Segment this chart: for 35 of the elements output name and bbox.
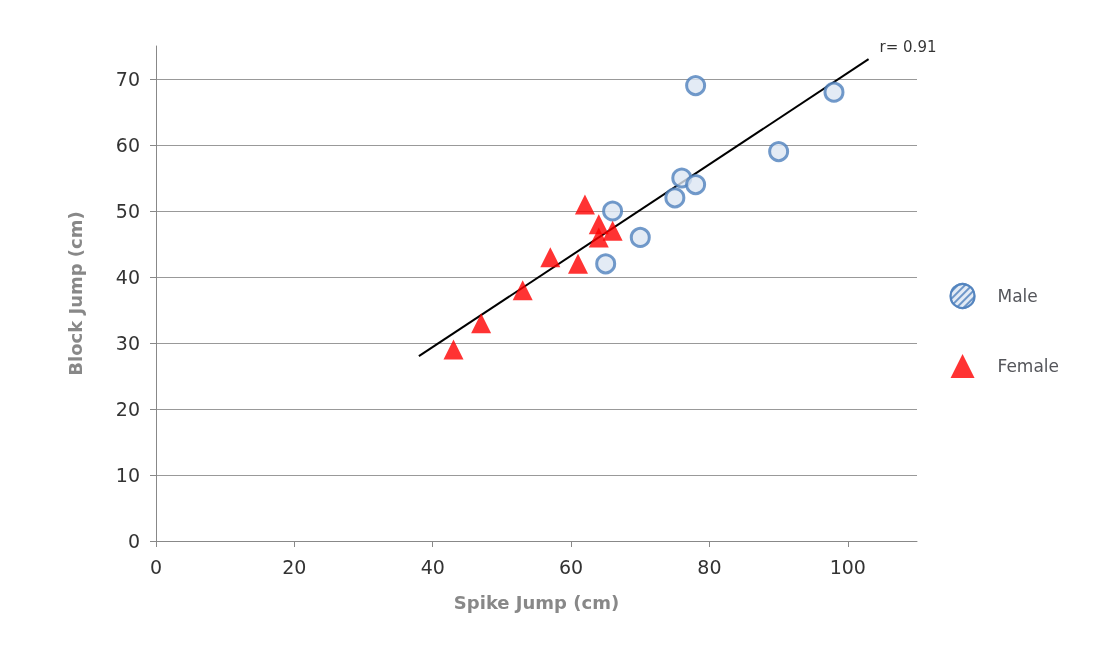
point — [568, 253, 589, 274]
point — [685, 174, 707, 196]
legend-label: Female — [997, 356, 1059, 376]
x-tick-label: 100 — [829, 555, 866, 578]
x-tick-label: 80 — [697, 555, 722, 578]
point — [602, 220, 623, 241]
point — [574, 194, 595, 215]
point — [602, 200, 624, 222]
point — [768, 141, 790, 163]
x-tick-label: 40 — [420, 555, 445, 578]
point — [471, 313, 492, 334]
y-tick-label: 70 — [115, 68, 140, 90]
point — [512, 280, 533, 301]
point — [629, 226, 651, 248]
x-tick-label: 20 — [282, 555, 307, 578]
legend-label: Male — [997, 286, 1038, 306]
y-tick-label: 60 — [115, 134, 140, 156]
y-tick-label: 20 — [115, 398, 140, 420]
annotation: r= 0.91 — [879, 38, 937, 57]
y-tick-label: 10 — [115, 464, 140, 486]
y-tick-label: 40 — [115, 266, 140, 288]
x-tick-label: 60 — [559, 555, 584, 578]
point — [540, 247, 561, 268]
x-tick-label: 0 — [149, 555, 163, 578]
point — [588, 227, 609, 248]
y-tick-label: 30 — [115, 332, 140, 354]
point — [685, 75, 707, 97]
point — [443, 339, 464, 360]
x-axis-title: Spike Jump (cm) — [453, 591, 620, 613]
y-tick-label: 50 — [115, 200, 140, 222]
point — [595, 253, 617, 275]
y-axis-title: Block Jump (cm) — [64, 211, 86, 376]
y-tick-label: 0 — [127, 530, 140, 552]
point — [823, 81, 845, 103]
point — [664, 187, 686, 209]
